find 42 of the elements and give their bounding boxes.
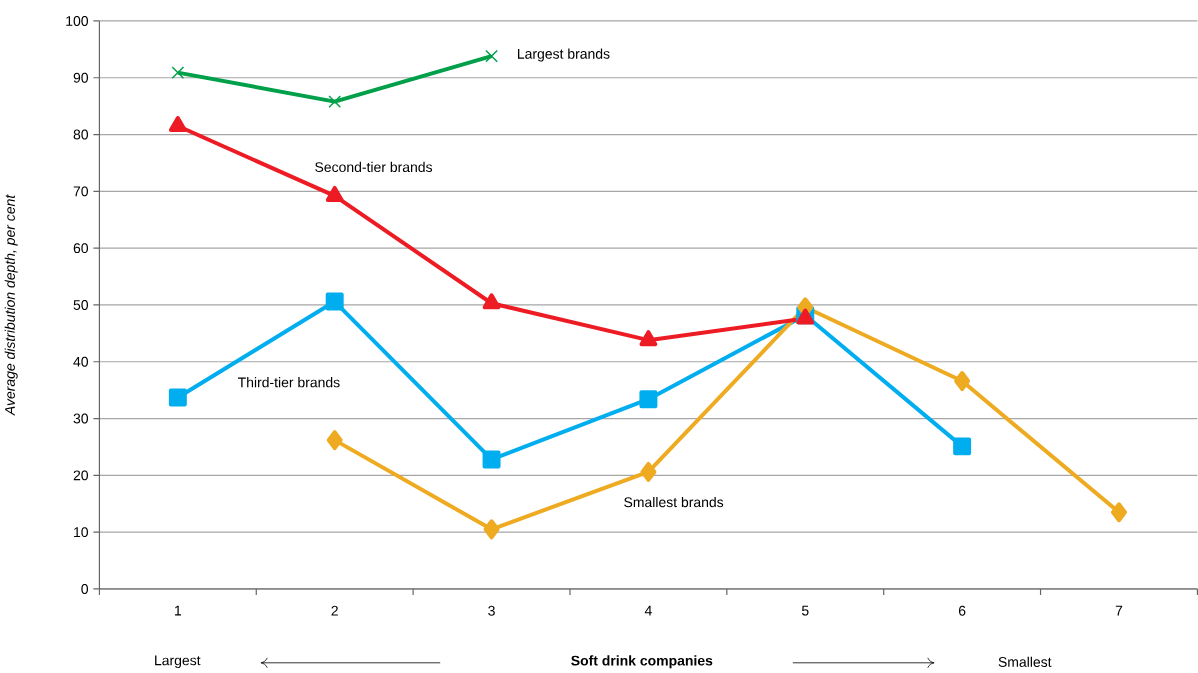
text: Smallest <box>998 656 1052 667</box>
point <box>954 371 971 392</box>
x-tick-label: 6 <box>958 605 966 616</box>
x-axis-title: Soft drink companies <box>571 655 713 669</box>
point <box>639 390 658 409</box>
point <box>325 292 344 311</box>
y-tick-label: 10 <box>74 527 89 538</box>
point <box>953 437 972 456</box>
point <box>483 519 500 540</box>
x-tick-label: 5 <box>801 605 809 616</box>
y-tick-label: 30 <box>73 413 89 424</box>
point <box>482 293 501 310</box>
y-axis-title: Average distribution depth, per cent <box>4 194 18 416</box>
y-tick-label: 100 <box>66 16 89 26</box>
series-label: Largest brands <box>517 48 610 62</box>
x-tick-label: 1 <box>175 605 182 616</box>
point <box>1110 502 1127 523</box>
x-tick-label: 7 <box>1115 605 1123 616</box>
y-tick-label: 40 <box>73 356 89 367</box>
y-tick-label: 70 <box>73 186 89 197</box>
y-tick-label: 80 <box>73 129 89 140</box>
x-tick-label: 2 <box>331 605 338 616</box>
point <box>326 430 343 451</box>
series-label: Smallest brands <box>624 496 724 508</box>
point <box>639 330 658 347</box>
text: Largest <box>155 655 201 669</box>
x-tick-label: 4 <box>644 605 652 616</box>
x-tick-label: 3 <box>488 605 495 616</box>
series-label: Second-tier brands <box>315 161 433 173</box>
point <box>168 116 187 133</box>
y-tick-label: 60 <box>73 243 89 254</box>
y-tick-label: 0 <box>81 583 89 594</box>
point <box>485 49 498 63</box>
y-tick-label: 90 <box>73 72 89 83</box>
series-label: Third-tier brands <box>237 377 340 388</box>
point <box>640 461 657 482</box>
point <box>171 66 185 80</box>
point <box>482 450 501 469</box>
point <box>168 388 187 407</box>
point <box>328 95 342 109</box>
y-tick-label: 20 <box>73 470 89 481</box>
y-tick-label: 50 <box>73 299 89 310</box>
